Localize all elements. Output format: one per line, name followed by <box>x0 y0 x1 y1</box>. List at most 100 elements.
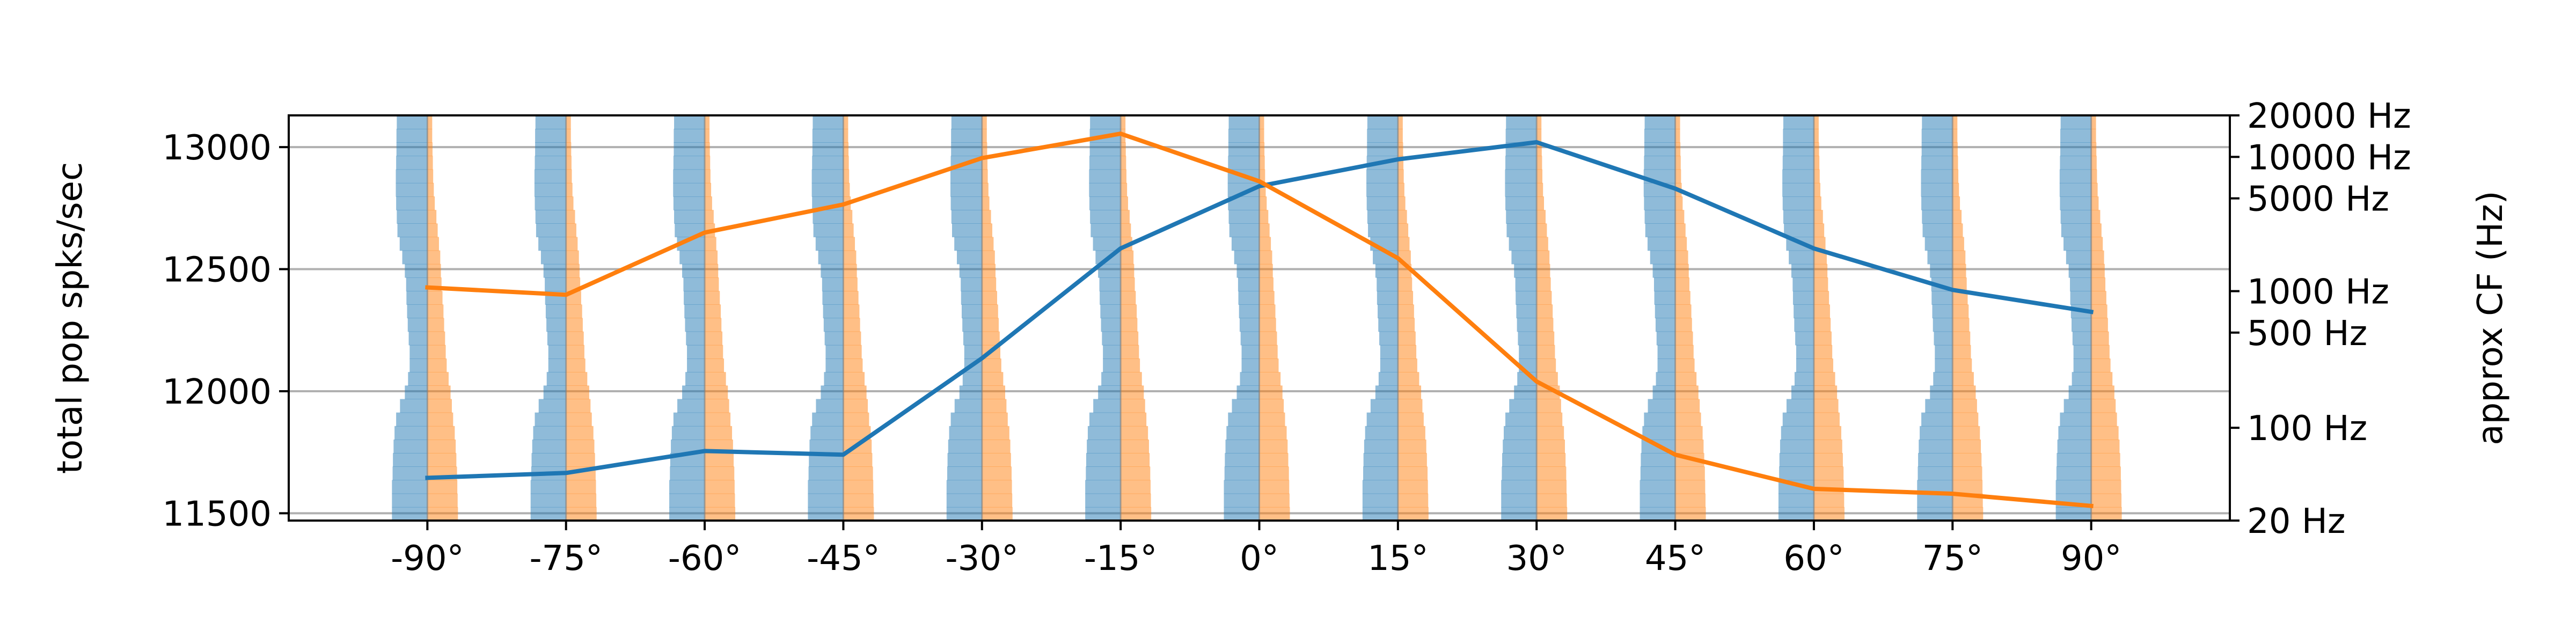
spectrum-bar-left <box>1650 250 1675 265</box>
spectrum-bar-right <box>1121 331 1139 346</box>
spectrum-bar-right <box>1259 291 1275 305</box>
spectrum-bar-left <box>2073 358 2091 372</box>
spectrum-bar-right <box>1536 237 1548 251</box>
spectrum-bar-right <box>705 318 722 332</box>
spectrum-bar-right <box>1536 250 1550 265</box>
spectrum-bar-left <box>1640 507 1675 521</box>
spectrum-bar-left <box>1516 291 1537 305</box>
spectrum-bar-left <box>1918 453 1953 467</box>
spectrum-bar-left <box>540 250 566 265</box>
spectrum-bar-left <box>535 115 566 129</box>
spectrum-bar-right <box>1813 426 1841 440</box>
spectrum-bar-right <box>1675 426 1703 440</box>
spectrum-bar-right <box>843 304 860 319</box>
spectrum-bar-left <box>1782 156 1814 170</box>
spectrum-bar-right <box>566 304 582 319</box>
spectrum-bar-right <box>1813 318 1831 332</box>
spectrum-bar-left <box>399 237 428 251</box>
spectrum-bar-right <box>982 318 999 332</box>
y-tick-label: 12500 <box>162 251 272 290</box>
spectrum-bar-left <box>1921 142 1953 157</box>
spectrum-bar-left <box>1794 372 1814 386</box>
spectrum-bar-right <box>705 129 710 143</box>
spectrum-bar-right <box>566 115 571 129</box>
spectrum-bar-left <box>947 453 982 467</box>
spectrum-bar-right <box>843 345 862 359</box>
spectrum-bar-right <box>1536 223 1547 238</box>
spectrum-bar-left <box>824 331 844 346</box>
spectrum-bar-left <box>534 182 566 197</box>
spectrum-bar-left <box>2072 318 2091 332</box>
spectrum-bar-right <box>427 115 433 129</box>
spectrum-bar-left <box>946 507 982 521</box>
spectrum-bar-left <box>409 345 428 359</box>
spectrum-bar-left <box>1228 412 1260 427</box>
spectrum-bar-left <box>808 507 844 521</box>
spectrum-bar-right <box>1397 210 1407 224</box>
spectrum-bar-left <box>2068 385 2091 400</box>
spectrum-bar-right <box>705 196 712 210</box>
spectrum-bar-right <box>982 493 1013 508</box>
spectrum-bar-right <box>1536 440 1565 453</box>
spectrum-bar-left <box>669 493 705 508</box>
spectrum-bar-right <box>1536 210 1546 224</box>
spectrum-bar-right <box>566 440 595 453</box>
spectrum-bar-right <box>1675 385 1699 400</box>
spectrum-bar-left <box>2057 453 2091 467</box>
spectrum-bar-left <box>811 169 844 184</box>
spectrum-bar-right <box>1536 169 1543 184</box>
spectrum-bar-right <box>566 264 580 278</box>
y2-axis-title: approx CF (Hz) <box>2471 191 2511 445</box>
spectrum-bar-left <box>1917 493 1953 508</box>
spectrum-bar-left <box>535 129 566 143</box>
spectrum-bar-left <box>1505 196 1537 210</box>
spectrum-bar-left <box>674 142 705 157</box>
spectrum-bar-right <box>1397 115 1403 129</box>
spectrum-bar-right <box>843 466 873 481</box>
spectrum-bar-left <box>2063 237 2091 251</box>
spectrum-bar-right <box>982 115 987 129</box>
spectrum-bar-left <box>1794 304 1814 319</box>
spectrum-bar-left <box>1917 507 1953 521</box>
spectrum-bar-right <box>2091 426 2119 440</box>
spectrum-bar-left <box>1927 250 1953 265</box>
spectrum-bar-left <box>530 507 566 521</box>
spectrum-bar-right <box>1259 399 1284 413</box>
spectrum-bar-left <box>1931 291 1953 305</box>
spectrum-bar-right <box>843 331 861 346</box>
spectrum-bar-left <box>812 142 844 157</box>
spectrum-bar-right <box>1121 318 1138 332</box>
spectrum-bar-right <box>1813 331 1832 346</box>
spectrum-bar-right <box>843 156 849 170</box>
spectrum-bar-left <box>396 142 428 157</box>
spectrum-bar-right <box>1259 345 1278 359</box>
spectrum-bar-right <box>1397 129 1403 143</box>
spectrum-bar-left <box>1640 466 1675 481</box>
spectrum-bar-left <box>1087 440 1121 453</box>
spectrum-bar-left <box>1240 331 1260 346</box>
spectrum-bar-right <box>1536 115 1542 129</box>
spectrum-bar-right <box>1259 358 1279 372</box>
spectrum-bar-right <box>1536 129 1542 143</box>
spectrum-bar-left <box>1236 385 1260 400</box>
spectrum-bar-right <box>1536 304 1553 319</box>
spectrum-bar-right <box>1397 372 1419 386</box>
spectrum-bar-left <box>1516 304 1537 319</box>
spectrum-bar-right <box>705 277 719 291</box>
spectrum-bar-right <box>427 345 446 359</box>
spectrum-bar-right <box>982 507 1013 521</box>
spectrum-bar-right <box>1675 440 1704 453</box>
spectrum-bar-right <box>982 304 998 319</box>
spectrum-bar-right <box>1259 318 1276 332</box>
spectrum-bar-left <box>1241 345 1260 359</box>
spectrum-bar-left <box>392 480 428 494</box>
spectrum-bar-right <box>1121 358 1140 372</box>
spectrum-bar-right <box>1952 440 1981 453</box>
spectrum-bar-right <box>1536 466 1567 481</box>
spectrum-bar-right <box>1813 169 1820 184</box>
spectrum-bar-left <box>1644 129 1675 143</box>
spectrum-bar-right <box>1259 169 1265 184</box>
spectrum-bar-right <box>1536 507 1568 521</box>
spectrum-bar-right <box>982 358 1001 372</box>
